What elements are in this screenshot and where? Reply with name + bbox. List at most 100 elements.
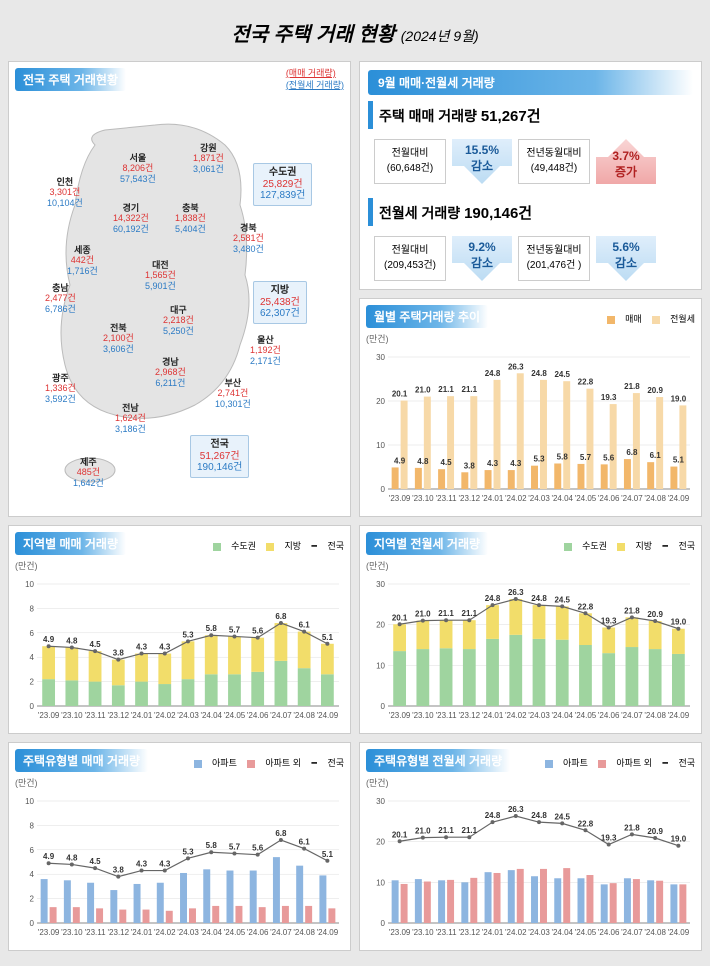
svg-text:5.1: 5.1 <box>322 633 334 642</box>
svg-text:5.8: 5.8 <box>206 624 218 633</box>
region-rent-panel: 지역별 전월세 거래량 수도권 지방 ━ 전국 (만건) 0102030'23.… <box>359 525 702 734</box>
svg-text:'23.10: '23.10 <box>412 928 434 937</box>
region-인천: 인천3,301건10,104건 <box>47 177 83 208</box>
map-legend: (매매 거래량) (전월세 거래량) <box>286 68 344 91</box>
svg-text:'24.09: '24.09 <box>668 928 690 937</box>
svg-text:3.8: 3.8 <box>113 866 125 875</box>
svg-text:20.9: 20.9 <box>647 827 663 836</box>
monthly-trend-chart: 0102030'23.09'23.10'23.11'23.12'24.01'24… <box>366 345 694 505</box>
svg-text:'24.08: '24.08 <box>644 494 666 503</box>
region-전남: 전남1,624건3,186건 <box>115 403 146 434</box>
svg-text:19.3: 19.3 <box>601 834 617 843</box>
svg-text:'24.08: '24.08 <box>293 711 315 720</box>
svg-text:22.8: 22.8 <box>578 378 594 387</box>
type-rent-title: 주택유형별 전월세 거래량 <box>366 749 510 772</box>
svg-text:'24.07: '24.07 <box>270 928 292 937</box>
svg-text:'23.11: '23.11 <box>436 494 458 503</box>
svg-text:21.1: 21.1 <box>438 385 454 394</box>
svg-text:'24.06: '24.06 <box>247 711 269 720</box>
svg-text:'24.04: '24.04 <box>551 928 573 937</box>
region-대구: 대구2,218건5,250건 <box>163 305 194 336</box>
svg-text:5.3: 5.3 <box>182 630 194 639</box>
svg-text:24.5: 24.5 <box>554 812 570 821</box>
svg-text:'24.04: '24.04 <box>200 711 222 720</box>
svg-text:4.3: 4.3 <box>159 643 171 652</box>
svg-text:'24.03: '24.03 <box>528 494 550 503</box>
svg-text:5.6: 5.6 <box>252 627 264 636</box>
svg-text:6.8: 6.8 <box>275 612 287 621</box>
svg-text:'24.05: '24.05 <box>575 711 597 720</box>
svg-text:'24.07: '24.07 <box>621 711 643 720</box>
svg-text:'24.02: '24.02 <box>505 711 527 720</box>
svg-text:'24.06: '24.06 <box>598 711 620 720</box>
svg-text:21.1: 21.1 <box>438 609 454 618</box>
type-rent-legend: 아파트 아파트 외 ━ 전국 <box>537 756 695 769</box>
svg-text:4.3: 4.3 <box>159 860 171 869</box>
svg-text:24.8: 24.8 <box>485 811 501 820</box>
svg-text:'23.09: '23.09 <box>38 928 60 937</box>
svg-text:5.8: 5.8 <box>557 452 569 461</box>
page-title: 전국 주택 거래 현황 (2024년 9월) <box>8 8 702 61</box>
svg-text:'23.10: '23.10 <box>412 494 434 503</box>
region-세종: 세종442건1,716건 <box>67 245 98 276</box>
svg-text:'24.03: '24.03 <box>528 711 550 720</box>
region-rent-title: 지역별 전월세 거래량 <box>366 532 488 555</box>
sale-stats: 전월대비 (60,648건) 15.5% 감소 전년동월대비 (49,448건)… <box>374 139 693 184</box>
svg-text:'23.09: '23.09 <box>389 711 411 720</box>
svg-text:24.8: 24.8 <box>531 811 547 820</box>
svg-text:6: 6 <box>30 629 35 638</box>
svg-text:'24.01: '24.01 <box>482 711 504 720</box>
svg-text:4.5: 4.5 <box>90 640 102 649</box>
svg-text:19.3: 19.3 <box>601 393 617 402</box>
svg-text:'24.07: '24.07 <box>270 711 292 720</box>
svg-text:6.8: 6.8 <box>626 448 638 457</box>
monthly-trend-panel: 월별 주택거래량 추이 매매 전월세 (만건) 0102030'23.09'23… <box>359 298 702 517</box>
svg-text:'23.12: '23.12 <box>108 711 130 720</box>
svg-text:5.1: 5.1 <box>673 456 685 465</box>
svg-text:'24.09: '24.09 <box>668 711 690 720</box>
svg-text:20: 20 <box>376 397 385 406</box>
rent-stats: 전월대비 (209,453건) 9.2% 감소 전년동월대비 (201,476건… <box>374 236 693 281</box>
svg-text:5.6: 5.6 <box>603 453 615 462</box>
svg-text:20: 20 <box>376 838 385 847</box>
svg-text:'24.01: '24.01 <box>482 494 504 503</box>
svg-text:4.8: 4.8 <box>66 853 78 862</box>
svg-text:'24.02: '24.02 <box>154 711 176 720</box>
svg-text:6: 6 <box>30 846 35 855</box>
svg-text:24.8: 24.8 <box>485 594 501 603</box>
sale-mom-box: 전월대비 (60,648건) <box>374 139 446 184</box>
svg-text:'24.05: '24.05 <box>575 494 597 503</box>
map-panel-title: 전국 주택 거래현황 <box>15 68 126 91</box>
svg-text:21.0: 21.0 <box>415 827 431 836</box>
svg-text:26.3: 26.3 <box>508 362 524 371</box>
region-box-전국: 전국51,267건190,146건 <box>190 435 249 478</box>
svg-text:'24.06: '24.06 <box>598 928 620 937</box>
svg-text:2: 2 <box>30 678 35 687</box>
svg-text:'23.12: '23.12 <box>459 711 481 720</box>
region-box-수도권: 수도권25,829건127,839건 <box>253 163 312 206</box>
svg-text:21.1: 21.1 <box>462 385 478 394</box>
svg-text:4.5: 4.5 <box>90 857 102 866</box>
svg-text:10: 10 <box>25 580 34 589</box>
svg-text:19.0: 19.0 <box>671 835 687 844</box>
svg-text:20.9: 20.9 <box>647 386 663 395</box>
svg-text:0: 0 <box>30 919 35 928</box>
svg-text:'24.02: '24.02 <box>505 928 527 937</box>
svg-text:'24.03: '24.03 <box>177 711 199 720</box>
svg-text:'24.07: '24.07 <box>621 494 643 503</box>
sale-yoy-box: 전년동월대비 (49,448건) <box>518 139 590 184</box>
region-경기: 경기14,322건60,192건 <box>113 203 149 234</box>
rent-mom-box: 전월대비 (209,453건) <box>374 236 446 281</box>
svg-text:21.8: 21.8 <box>624 382 640 391</box>
svg-text:5.3: 5.3 <box>533 455 545 464</box>
svg-text:24.8: 24.8 <box>485 369 501 378</box>
svg-text:24.5: 24.5 <box>554 595 570 604</box>
svg-text:21.8: 21.8 <box>624 823 640 832</box>
svg-text:'23.12: '23.12 <box>459 928 481 937</box>
svg-text:'23.10: '23.10 <box>61 711 83 720</box>
svg-text:24.5: 24.5 <box>554 370 570 379</box>
region-경북: 경북2,581건3,480건 <box>233 223 264 254</box>
svg-text:'24.05: '24.05 <box>575 928 597 937</box>
svg-text:4.9: 4.9 <box>394 456 406 465</box>
svg-text:'24.08: '24.08 <box>644 711 666 720</box>
